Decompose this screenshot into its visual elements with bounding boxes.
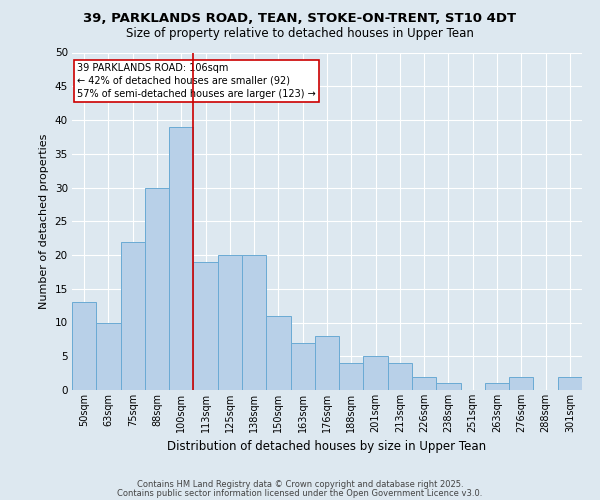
Bar — [412, 376, 436, 390]
Bar — [339, 363, 364, 390]
Y-axis label: Number of detached properties: Number of detached properties — [39, 134, 49, 309]
Text: Size of property relative to detached houses in Upper Tean: Size of property relative to detached ho… — [126, 28, 474, 40]
Bar — [436, 383, 461, 390]
Bar — [509, 376, 533, 390]
Bar — [485, 383, 509, 390]
Text: 39 PARKLANDS ROAD: 106sqm
← 42% of detached houses are smaller (92)
57% of semi-: 39 PARKLANDS ROAD: 106sqm ← 42% of detac… — [77, 62, 316, 99]
Bar — [145, 188, 169, 390]
Bar — [96, 322, 121, 390]
Bar — [218, 255, 242, 390]
Bar — [242, 255, 266, 390]
Bar — [121, 242, 145, 390]
Bar — [315, 336, 339, 390]
Bar — [169, 126, 193, 390]
Bar — [290, 343, 315, 390]
X-axis label: Distribution of detached houses by size in Upper Tean: Distribution of detached houses by size … — [167, 440, 487, 454]
Bar — [364, 356, 388, 390]
Bar — [72, 302, 96, 390]
Bar — [388, 363, 412, 390]
Bar — [266, 316, 290, 390]
Text: Contains public sector information licensed under the Open Government Licence v3: Contains public sector information licen… — [118, 488, 482, 498]
Bar — [193, 262, 218, 390]
Text: Contains HM Land Registry data © Crown copyright and database right 2025.: Contains HM Land Registry data © Crown c… — [137, 480, 463, 489]
Bar — [558, 376, 582, 390]
Text: 39, PARKLANDS ROAD, TEAN, STOKE-ON-TRENT, ST10 4DT: 39, PARKLANDS ROAD, TEAN, STOKE-ON-TRENT… — [83, 12, 517, 26]
